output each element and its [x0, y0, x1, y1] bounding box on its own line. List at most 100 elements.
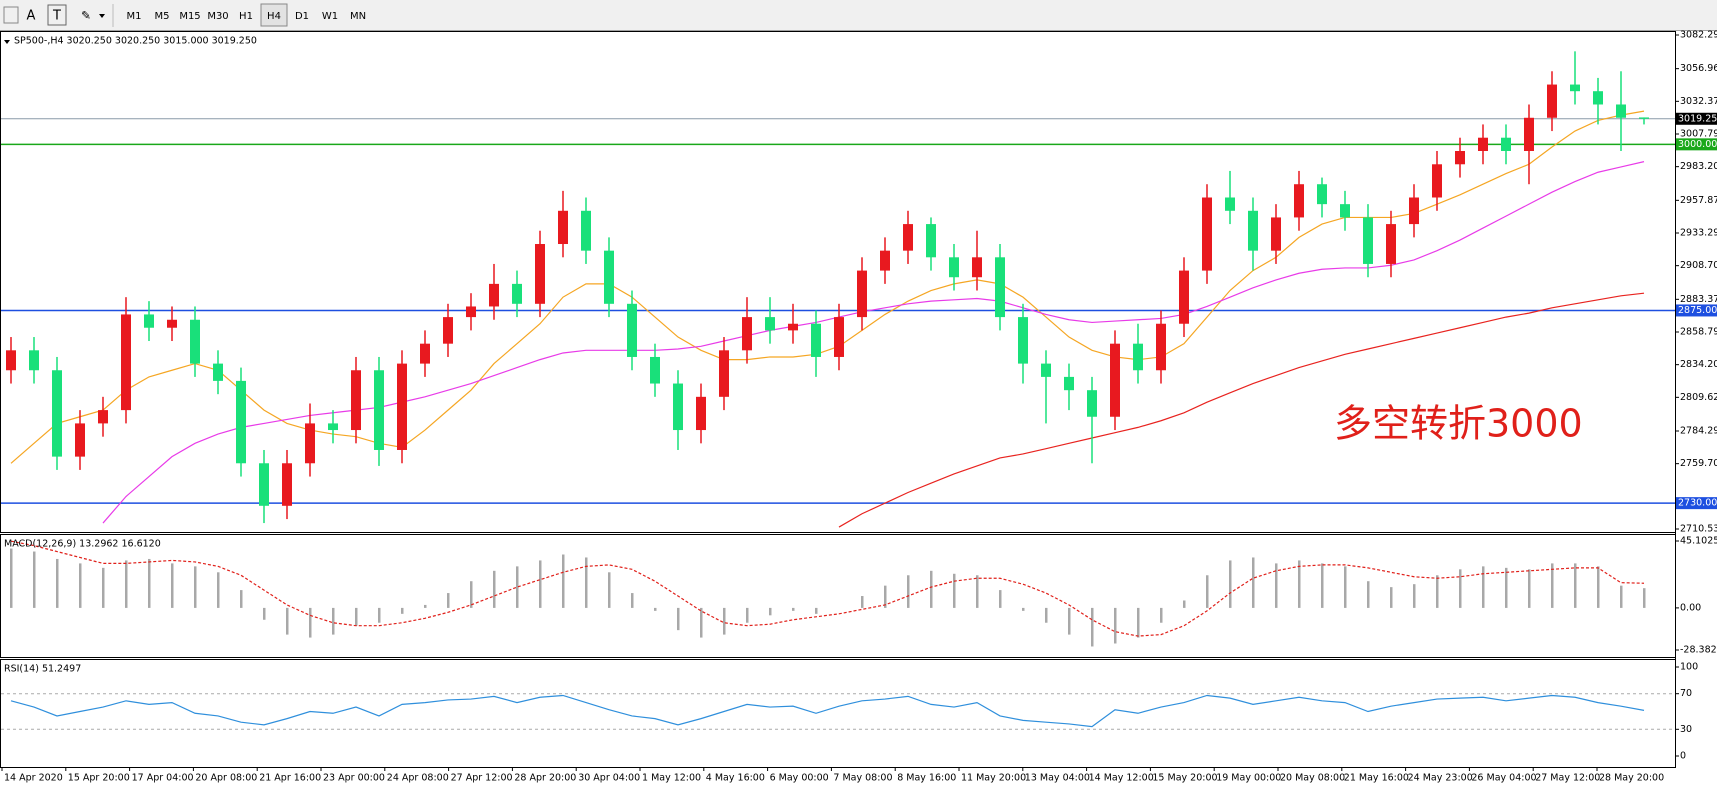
macd-bar	[723, 607, 726, 635]
macd-bar	[1643, 588, 1646, 608]
chart-window	[0, 31, 1717, 786]
y-tick-label: 30	[1680, 724, 1692, 735]
timeframe-button[interactable]: D1	[295, 11, 309, 22]
timeframe-button[interactable]: M1	[127, 11, 142, 22]
x-tick-label: 24 Apr 08:00	[387, 773, 449, 784]
x-tick-label: 28 Apr 20:00	[514, 773, 576, 784]
macd-bar	[1482, 566, 1485, 608]
candle-body	[6, 350, 16, 371]
candle-body	[259, 463, 269, 506]
dropdown	[99, 14, 105, 18]
candle-body	[972, 257, 982, 278]
macd-bar	[286, 607, 289, 635]
candle-body	[788, 323, 798, 331]
candle-body	[834, 317, 844, 357]
y-tick-label: 2834.205	[1680, 359, 1717, 370]
macd-bar	[1045, 607, 1048, 623]
timeframe-button[interactable]: H1	[239, 11, 253, 22]
candle-body	[765, 317, 775, 331]
macd-bar	[217, 572, 220, 608]
x-tick-label: 6 May 00:00	[770, 773, 829, 784]
macd-bar	[562, 554, 565, 608]
macd-bar	[1091, 607, 1094, 647]
y-tick-label: 3082.290	[1680, 30, 1717, 41]
candle-body	[328, 423, 338, 431]
macd-bar	[355, 607, 358, 626]
candle-body	[1501, 137, 1511, 151]
tool-label: A	[27, 9, 36, 24]
macd-bar	[585, 557, 588, 608]
candle-body	[213, 363, 223, 381]
macd-bar	[930, 570, 933, 608]
timeframe-active	[260, 3, 288, 27]
x-tick-label: 27 May 12:00	[1535, 773, 1600, 784]
macd-bar	[1620, 585, 1623, 608]
y-tick-label: 2784.290	[1680, 425, 1717, 436]
candle-body	[673, 383, 683, 431]
candle-body	[1363, 217, 1373, 264]
macd-bar	[769, 607, 772, 616]
timeframe-button[interactable]: W1	[322, 11, 338, 22]
y-tick-label: 0	[1680, 751, 1686, 762]
moving-average	[838, 292, 1645, 528]
macd-bar	[10, 548, 13, 608]
candle-body	[466, 306, 476, 318]
level-tag	[1676, 112, 1717, 125]
candle-body	[811, 323, 821, 357]
x-tick-label: 1 May 12:00	[642, 773, 701, 784]
y-tick-label: 2710.535	[1680, 524, 1717, 535]
toolbar-icon[interactable]	[3, 6, 19, 24]
macd-bar	[999, 590, 1002, 608]
candle-body	[1110, 343, 1120, 417]
x-tick-label: 30 Apr 04:00	[578, 773, 640, 784]
candle-body	[1018, 317, 1028, 364]
candle-body	[167, 319, 177, 328]
y-tick-label: 2883.375	[1680, 294, 1717, 305]
candle-body	[1133, 343, 1143, 371]
candle-body	[604, 250, 614, 304]
timeframe-button[interactable]: M15	[179, 11, 200, 22]
candle-body	[1087, 390, 1097, 417]
macd-bar	[1528, 569, 1531, 608]
candle-body	[880, 250, 890, 271]
timeframe-button[interactable]: H4	[267, 11, 281, 22]
macd-bar	[470, 581, 473, 608]
macd-bar	[953, 573, 956, 608]
macd-bar	[1252, 557, 1255, 608]
macd-bar	[861, 596, 864, 608]
candle-body	[558, 210, 568, 245]
tool-button[interactable]	[47, 4, 67, 26]
candle-body	[995, 257, 1005, 318]
x-tick-label: 15 May 20:00	[1152, 773, 1217, 784]
timeframe-button[interactable]: M5	[155, 11, 170, 22]
candle-body	[1409, 197, 1419, 225]
macd-bar	[1551, 563, 1554, 608]
timeframe-button[interactable]: M30	[207, 11, 228, 22]
title-arrow	[4, 40, 10, 44]
macd-bar	[700, 607, 703, 638]
macd-bar	[1298, 560, 1301, 608]
x-tick-label: 8 May 16:00	[897, 773, 956, 784]
candle-body	[650, 356, 660, 384]
candle-body	[443, 317, 453, 344]
candle-body	[512, 283, 522, 304]
timeframe-button[interactable]: MN	[350, 11, 366, 22]
x-tick-label: 28 May 20:00	[1599, 773, 1664, 784]
x-tick-label: 21 May 16:00	[1344, 773, 1409, 784]
candle-body	[627, 303, 637, 357]
macd-bar	[332, 607, 335, 635]
level-tag-label: 2875.000	[1678, 305, 1717, 316]
macd-bar	[1229, 560, 1232, 608]
macd-bar	[631, 593, 634, 608]
macd-bar	[102, 567, 105, 608]
macd-bar	[125, 560, 128, 608]
macd-bar	[976, 575, 979, 608]
candle-body	[1524, 117, 1534, 151]
pane-title: SP500-,H4 3020.250 3020.250 3015.000 301…	[14, 36, 257, 47]
candle-body	[121, 314, 131, 411]
x-tick-label: 26 May 04:00	[1471, 773, 1536, 784]
y-tick-label: 2983.205	[1680, 161, 1717, 172]
y-tick-label: 2809.620	[1680, 392, 1717, 403]
candle-body	[489, 283, 499, 307]
macd-bar	[1436, 575, 1439, 608]
